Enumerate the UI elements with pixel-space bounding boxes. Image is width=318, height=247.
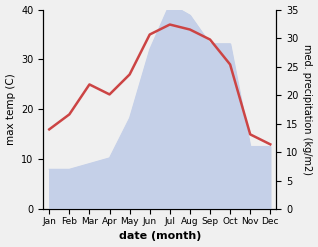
- Y-axis label: max temp (C): max temp (C): [5, 74, 16, 145]
- Y-axis label: med. precipitation (kg/m2): med. precipitation (kg/m2): [302, 44, 313, 175]
- X-axis label: date (month): date (month): [119, 231, 201, 242]
